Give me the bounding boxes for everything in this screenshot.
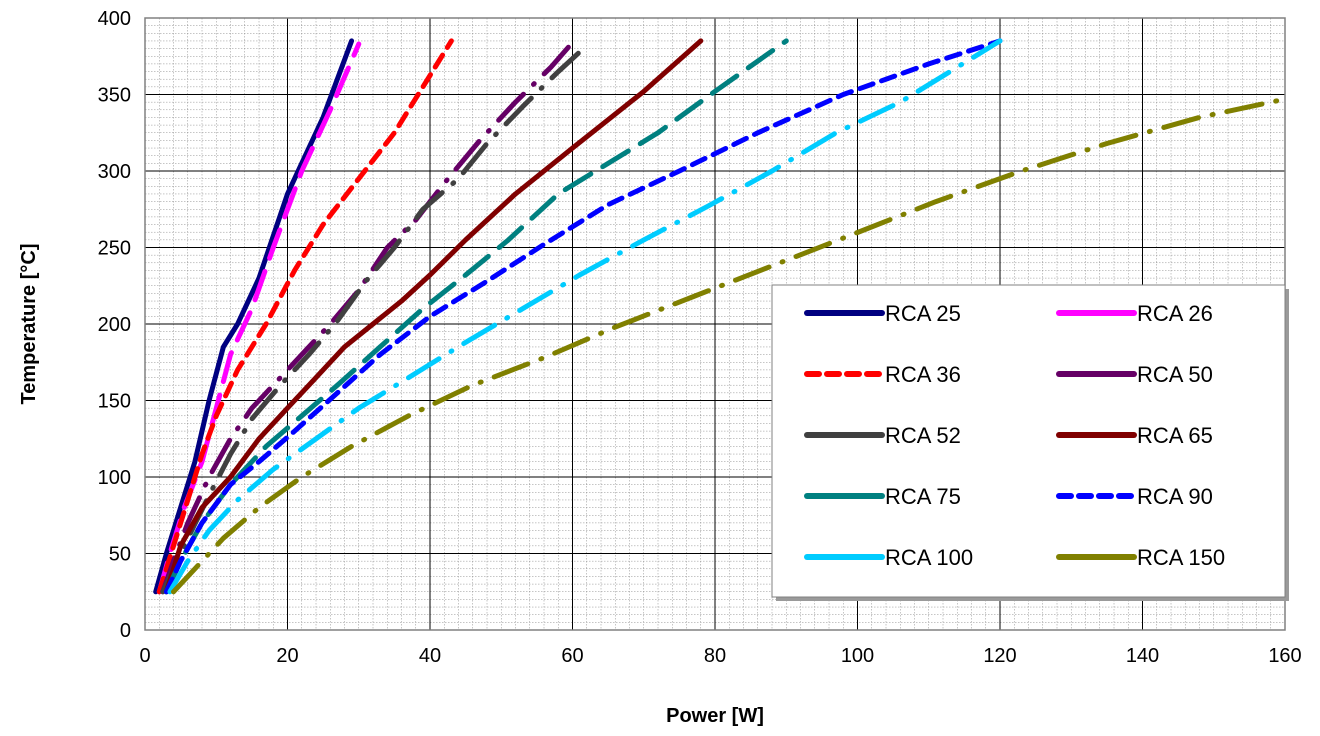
- x-tick-label: 20: [276, 645, 298, 667]
- series-line-rca-150: [171, 96, 1285, 595]
- y-tick-label: 350: [98, 85, 131, 107]
- x-tick-label: 0: [139, 645, 150, 667]
- x-tick-label: 140: [1126, 645, 1159, 667]
- x-tick-label: 40: [419, 645, 441, 667]
- legend-label: RCA 75: [885, 484, 961, 509]
- legend-label: RCA 26: [1137, 301, 1213, 326]
- x-axis-title: Power [W]: [666, 705, 764, 727]
- y-tick-labels: 0 50 100 150 200 250 300 350 400: [98, 8, 131, 642]
- series-layer: [153, 38, 1285, 595]
- x-tick-labels: 0 20 40 60 80 100 120 140 160: [139, 645, 1301, 667]
- legend-label: RCA 52: [885, 423, 961, 448]
- x-tick-label: 80: [704, 645, 726, 667]
- series-line-rca-65: [163, 38, 704, 595]
- legend-label: RCA 25: [885, 301, 961, 326]
- y-tick-label: 50: [109, 544, 131, 566]
- y-tick-label: 200: [98, 314, 131, 336]
- legend-box: [771, 284, 1286, 598]
- x-tick-label: 100: [841, 645, 874, 667]
- x-tick-label: 60: [561, 645, 583, 667]
- y-tick-label: 300: [98, 161, 131, 183]
- x-tick-label: 120: [983, 645, 1016, 667]
- legend-label: RCA 100: [885, 545, 973, 570]
- series-line-rca-100: [167, 38, 1003, 595]
- y-tick-label: 250: [98, 238, 131, 260]
- legend: RCA 25 RCA 26 RCA 36 RCA 50 RCA 52 RCA 65 RCA …: [771, 284, 1289, 601]
- series-line-rca-36: [156, 38, 454, 595]
- y-tick-label: 0: [120, 620, 131, 642]
- legend-label: RCA 65: [1137, 423, 1213, 448]
- y-tick-label: 400: [98, 8, 131, 30]
- legend-label: RCA 36: [885, 362, 961, 387]
- y-tick-label: 100: [98, 467, 131, 489]
- legend-label: RCA 50: [1137, 362, 1213, 387]
- series-line-rca-25: [153, 38, 355, 595]
- series-line-rca-90: [163, 38, 1003, 595]
- y-tick-label: 150: [98, 391, 131, 413]
- legend-label: RCA 90: [1137, 484, 1213, 509]
- y-axis-title: Temperature [°C]: [18, 244, 40, 405]
- x-tick-label: 160: [1268, 645, 1301, 667]
- legend-label: RCA 150: [1137, 545, 1225, 570]
